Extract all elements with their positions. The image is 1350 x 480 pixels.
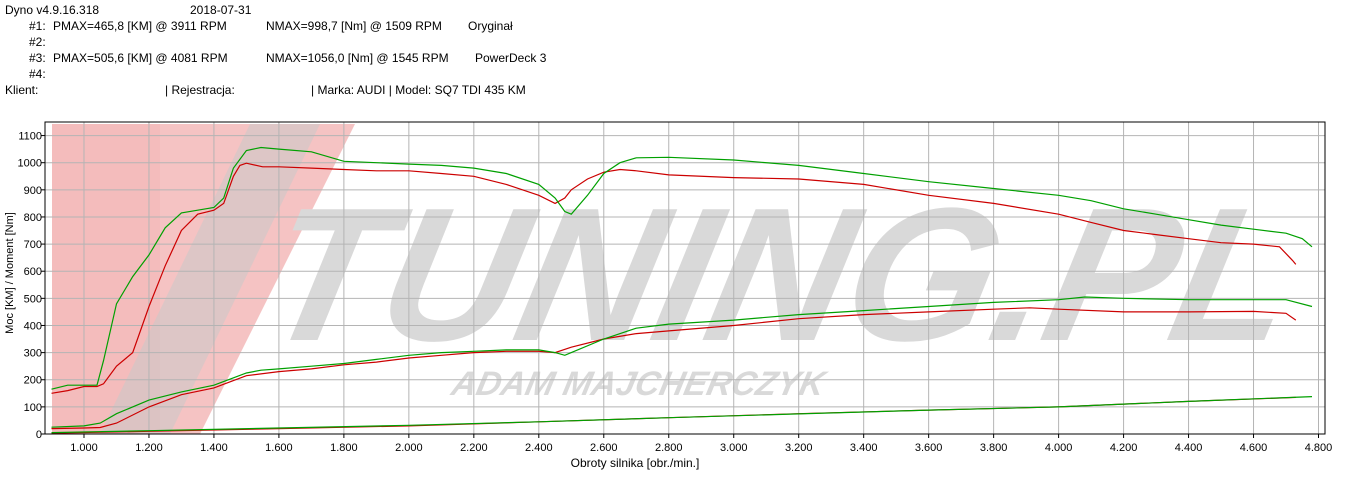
watermark-gray-slash xyxy=(100,124,320,434)
y-tick-label: 400 xyxy=(24,320,42,332)
x-tick-label: 1.000 xyxy=(70,442,98,454)
run-1-nmax: NMAX=998,7 [Nm] @ 1509 RPM xyxy=(266,19,442,33)
x-tick-label: 2.600 xyxy=(590,442,618,454)
y-tick-label: 200 xyxy=(24,375,42,387)
watermark-red-block xyxy=(52,124,160,434)
y-axis-label: Moc [KM] / Moment [Nm] xyxy=(4,212,16,334)
y-tick-label: 1000 xyxy=(18,158,42,170)
app-version: Dyno v4.9.16.318 xyxy=(5,3,100,17)
x-tick-label: 2.400 xyxy=(525,442,553,454)
y-tick-label: 700 xyxy=(24,239,42,251)
x-axis-label: Obroty silnika [obr./min.] xyxy=(571,456,700,470)
make-model-label: | Marka: AUDI | Model: SQ7 TDI 435 KM xyxy=(311,83,526,97)
x-tick-label: 1.400 xyxy=(200,442,228,454)
x-tick-label: 2.800 xyxy=(655,442,683,454)
x-tick-label: 4.000 xyxy=(1045,442,1073,454)
y-tick-label: 900 xyxy=(24,185,42,197)
run-1-label: #1: xyxy=(29,19,46,33)
client-label: Klient: xyxy=(5,83,39,97)
series-torque-powerdeck xyxy=(51,146,1313,390)
run-3-name: PowerDeck 3 xyxy=(475,51,547,65)
x-tick-label: 3.800 xyxy=(980,442,1008,454)
x-tick-label: 4.800 xyxy=(1305,442,1333,454)
run-2-label: #2: xyxy=(29,35,46,49)
x-tick-label: 2.200 xyxy=(460,442,488,454)
chart-axes xyxy=(44,121,1326,435)
series-torque-original xyxy=(51,162,1297,394)
report-date: 2018-07-31 xyxy=(190,3,252,17)
chart-series xyxy=(51,146,1313,434)
y-tick-label: 1100 xyxy=(18,131,42,143)
x-tick-label: 2.000 xyxy=(395,442,423,454)
x-tick-label: 4.400 xyxy=(1175,442,1203,454)
plot-frame xyxy=(44,121,1326,435)
series-power-powerdeck xyxy=(51,296,1313,428)
run-3-nmax: NMAX=1056,0 [Nm] @ 1545 RPM xyxy=(266,51,449,65)
x-tick-label: 1.800 xyxy=(330,442,358,454)
y-tick-label: 800 xyxy=(24,212,42,224)
series-losses-powerdeck xyxy=(51,396,1313,434)
x-tick-label: 4.600 xyxy=(1240,442,1268,454)
run-1-pmax: PMAX=465,8 [KM] @ 3911 RPM xyxy=(53,19,227,33)
x-tick-label: 1.600 xyxy=(265,442,293,454)
y-tick-label: 300 xyxy=(24,348,42,360)
registration-label: | Rejestracja: xyxy=(165,83,235,97)
watermark-red-slash xyxy=(160,124,355,434)
y-tick-label: 500 xyxy=(24,293,42,305)
y-tick-label: 100 xyxy=(24,402,42,414)
watermark-sub-text: ADAM MAJCHERCZYK xyxy=(447,365,830,403)
x-tick-label: 1.200 xyxy=(135,442,163,454)
y-tick-label: 600 xyxy=(24,266,42,278)
series-power-original xyxy=(51,307,1297,430)
y-tick-label: 0 xyxy=(36,429,42,441)
run-1-name: Oryginał xyxy=(468,19,513,33)
x-tick-label: 3.600 xyxy=(915,442,943,454)
run-4-label: #4: xyxy=(29,67,46,81)
run-3-label: #3: xyxy=(29,51,46,65)
x-tick-label: 3.400 xyxy=(850,442,878,454)
x-tick-label: 3.200 xyxy=(785,442,813,454)
watermark-main-text: TUNING.PL xyxy=(247,168,1316,381)
x-tick-label: 3.000 xyxy=(720,442,748,454)
run-3-pmax: PMAX=505,6 [KM] @ 4081 RPM xyxy=(53,51,228,65)
chart-ticks: 1.000 1.200 1.400 1.600 1.800 2.000 2.200 2.400… xyxy=(18,131,1333,454)
x-tick-label: 4.200 xyxy=(1110,442,1138,454)
